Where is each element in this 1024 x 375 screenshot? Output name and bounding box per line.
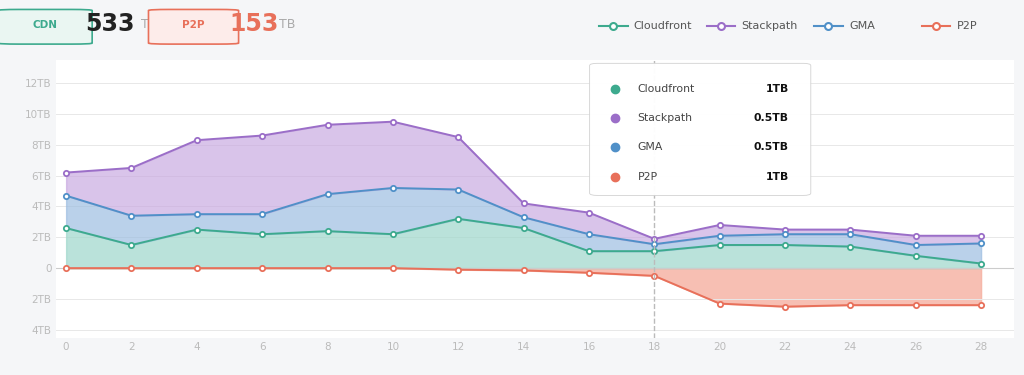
Text: GMA: GMA <box>849 21 874 31</box>
Text: P2P: P2P <box>638 171 657 182</box>
FancyBboxPatch shape <box>148 9 239 44</box>
Text: P2P: P2P <box>182 20 205 30</box>
Text: Stackpath: Stackpath <box>741 21 798 31</box>
Text: 0.5TB: 0.5TB <box>754 113 788 123</box>
Text: 1TB: 1TB <box>766 84 788 94</box>
Text: CDN: CDN <box>33 20 57 30</box>
Text: 533: 533 <box>85 12 134 36</box>
Text: Cloudfront: Cloudfront <box>634 21 692 31</box>
FancyBboxPatch shape <box>0 9 92 44</box>
Text: 0.5TB: 0.5TB <box>754 142 788 152</box>
Text: P2P: P2P <box>956 21 977 31</box>
Text: Cloudfront: Cloudfront <box>638 84 694 94</box>
Text: 153: 153 <box>229 12 279 36</box>
Text: 1TB: 1TB <box>766 171 788 182</box>
FancyBboxPatch shape <box>590 63 811 195</box>
Text: TB: TB <box>141 18 158 31</box>
Text: TB: TB <box>279 18 295 31</box>
Text: GMA: GMA <box>638 142 663 152</box>
Text: Stackpath: Stackpath <box>638 113 692 123</box>
